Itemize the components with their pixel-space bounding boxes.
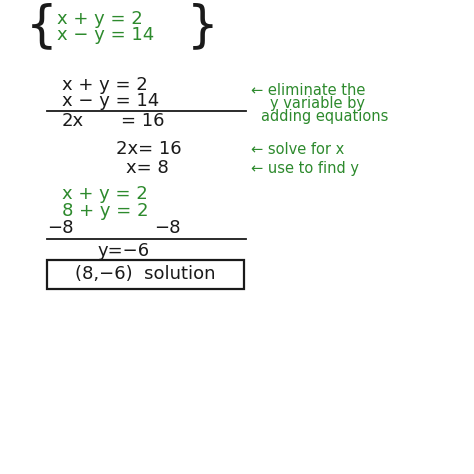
Bar [47,260,244,289]
Text: y variable by: y variable by [270,96,365,111]
Text: y=−6: y=−6 [97,242,149,260]
Text: ← eliminate the: ← eliminate the [251,82,365,98]
Text: x= 8: x= 8 [126,159,168,177]
Text: x − y = 14: x − y = 14 [62,92,159,110]
Text: adding equations: adding equations [261,109,388,124]
Text: −8: −8 [154,219,181,237]
Text: (8,−6)  solution: (8,−6) solution [75,265,216,283]
Text: {: { [26,2,58,50]
Text: ← use to find y: ← use to find y [251,161,359,176]
Text: 2x= 16: 2x= 16 [116,140,182,158]
Text: }: } [187,2,219,50]
Text: −8: −8 [47,219,74,237]
Text: x − y = 14: x − y = 14 [57,26,154,44]
Text: 2x: 2x [62,112,84,130]
Text: ← solve for x: ← solve for x [251,142,345,157]
Text: x + y = 2: x + y = 2 [62,185,147,203]
Text: x + y = 2: x + y = 2 [62,76,147,94]
Text: x + y = 2: x + y = 2 [57,10,143,28]
Text: = 16: = 16 [121,112,164,130]
Text: 8 + y = 2: 8 + y = 2 [62,202,148,220]
